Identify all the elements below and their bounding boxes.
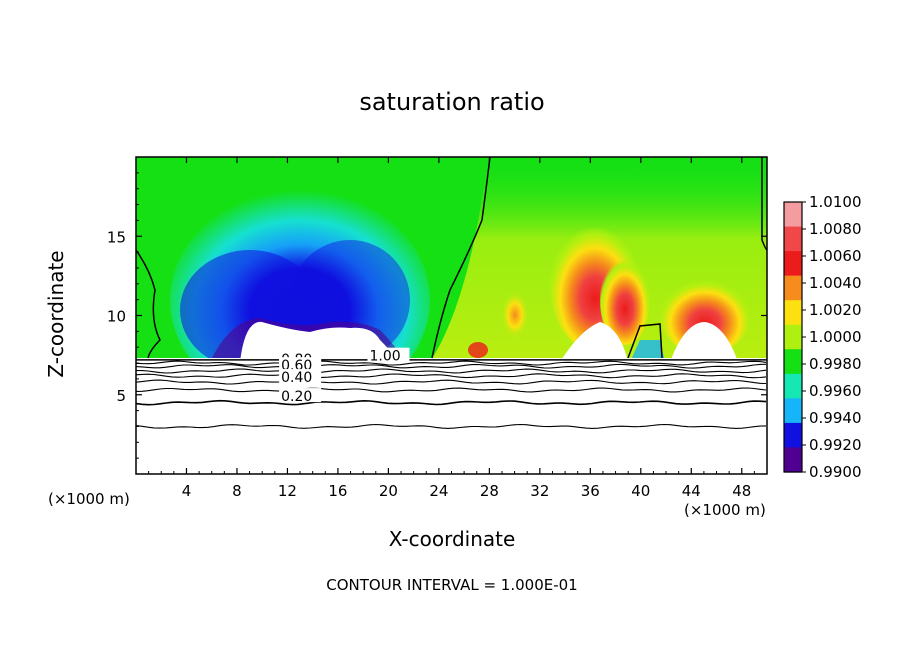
- x-tick-label: 28: [480, 482, 499, 500]
- contour-line: [135, 363, 767, 369]
- chart-title: saturation ratio: [359, 88, 545, 116]
- colorbar-band: [784, 275, 802, 301]
- x-unit-label-right: (×1000 m): [684, 501, 766, 519]
- colorbar-label: 1.0000: [809, 328, 862, 346]
- colorbar-band: [784, 398, 802, 424]
- x-axis-ticks: 4 8 12 16 20 24 28 32 36 40 44 48: [148, 157, 755, 500]
- x-tick-label: 16: [328, 482, 347, 500]
- contour-label-bg: [279, 388, 322, 403]
- colorbar-band: [784, 422, 802, 449]
- colorbar-band: [784, 373, 802, 399]
- colorbar-label: 0.9960: [809, 382, 862, 400]
- colorbar-label: 1.0020: [809, 301, 862, 319]
- contour-lines: [135, 359, 767, 429]
- colorbar-label: 0.9920: [809, 436, 862, 454]
- contour-line: [135, 423, 767, 429]
- colorbar-band: [784, 349, 802, 375]
- y-tick-label: 5: [116, 387, 126, 405]
- x-tick-label: 24: [429, 482, 448, 500]
- contour-label: 0.40: [281, 370, 312, 386]
- colorbar-label: 1.0100: [809, 193, 862, 211]
- colorbar-band: [784, 300, 802, 326]
- x-axis-label: X-coordinate: [388, 527, 516, 551]
- contour-line: [135, 379, 767, 385]
- contour-line: [135, 399, 767, 406]
- contour-label-bg: [279, 357, 322, 372]
- y-tick-label: 15: [107, 228, 126, 246]
- x-unit-label-left: (×1000 m): [48, 490, 130, 508]
- x-tick-label: 40: [631, 482, 650, 500]
- colorbar-label: 0.9980: [809, 355, 862, 373]
- y-axis-label: Z-coordinate: [44, 250, 68, 378]
- contour-interval-note: CONTOUR INTERVAL = 1.000E-01: [326, 576, 578, 594]
- colorbar-label: 1.0040: [809, 274, 862, 292]
- x-tick-label: 8: [232, 482, 242, 500]
- contour-labels: 0.800.600.400.201.00: [279, 347, 410, 405]
- contour-line: [135, 387, 767, 393]
- colorbar-label: 1.0080: [809, 220, 862, 238]
- x-tick-label: 48: [732, 482, 751, 500]
- x-tick-label: 4: [182, 482, 192, 500]
- y-tick-label: 10: [107, 308, 126, 326]
- x-tick-label: 12: [278, 482, 297, 500]
- colorbar-band: [784, 251, 802, 277]
- x-tick-label: 32: [530, 482, 549, 500]
- colorbar-band: [784, 324, 802, 350]
- contour-line: [135, 373, 767, 379]
- x-tick-label: 44: [682, 482, 701, 500]
- contour-label: 0.20: [281, 389, 312, 405]
- contour-line: [135, 368, 767, 374]
- saturation-field: [136, 157, 767, 474]
- contour-label: 1.00: [369, 349, 400, 365]
- contour-line: [135, 360, 767, 366]
- colorbar: 1.0100 1.0080 1.0060 1.0040 1.0020 1.0000 0.99…: [783, 193, 862, 481]
- colorbar-band: [784, 202, 802, 228]
- y-axis-ticks: 5 10 15: [107, 172, 767, 459]
- contour-label-bg: [279, 369, 322, 384]
- colorbar-band: [784, 226, 802, 252]
- colorbar-label: 0.9900: [809, 463, 862, 481]
- x-tick-label: 36: [581, 482, 600, 500]
- colorbar-band: [784, 447, 802, 473]
- x-tick-label: 20: [379, 482, 398, 500]
- contour-label-bg: [367, 347, 410, 362]
- colorbar-label: 0.9940: [809, 409, 862, 427]
- colorbar-label: 1.0060: [809, 247, 862, 265]
